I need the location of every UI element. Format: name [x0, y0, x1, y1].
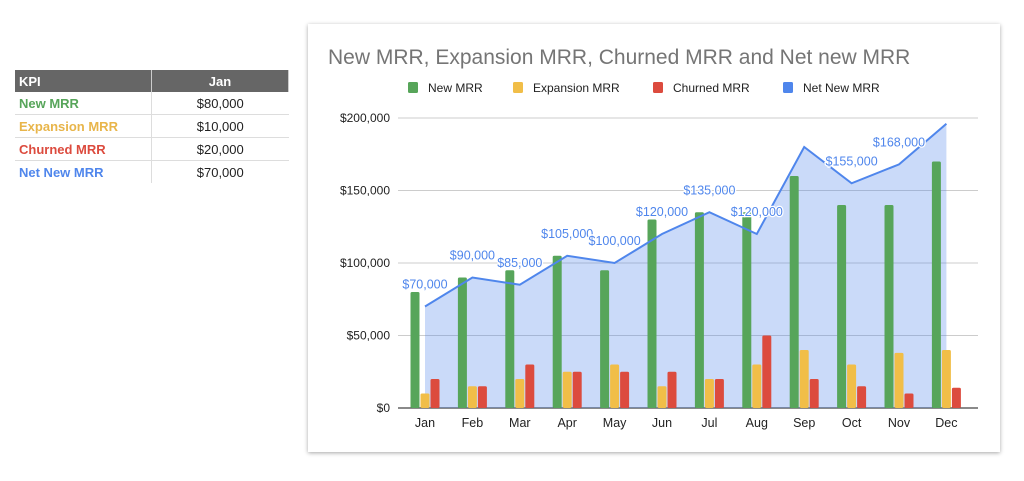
table-row: New MRR $80,000	[15, 92, 289, 115]
bar-churned-mrr	[620, 371, 630, 408]
bar-expansion-mrr	[657, 386, 667, 408]
bar-expansion-mrr	[704, 379, 714, 408]
bar-churned-mrr	[477, 386, 487, 408]
bar-expansion-mrr	[847, 364, 857, 408]
kpi-value: $20,000	[151, 137, 289, 161]
kpi-value: $70,000	[151, 160, 289, 183]
data-label: $168,000	[873, 135, 925, 149]
legend-label: New MRR	[428, 81, 483, 95]
kpi-label: Churned MRR	[15, 137, 152, 161]
legend-label: Net New MRR	[803, 81, 880, 95]
x-tick-label: Jul	[701, 416, 717, 430]
kpi-table: KPI Jan New MRR $80,000 Expansion MRR $10,0…	[15, 70, 289, 183]
bar-expansion-mrr	[941, 350, 951, 408]
data-label: $135,000	[683, 183, 735, 197]
kpi-value: $80,000	[151, 92, 289, 115]
bar-churned-mrr	[714, 379, 724, 408]
x-tick-label: Feb	[462, 416, 484, 430]
bar-new-mrr	[505, 270, 515, 408]
bar-new-mrr	[931, 161, 941, 408]
table-row: Churned MRR $20,000	[15, 137, 289, 161]
x-tick-label: Aug	[746, 416, 768, 430]
legend-label: Expansion MRR	[533, 81, 620, 95]
x-tick-label: Sep	[793, 416, 815, 430]
bar-churned-mrr	[572, 371, 582, 408]
kpi-header: KPI	[15, 70, 152, 92]
y-tick-label: $100,000	[340, 256, 390, 270]
bar-churned-mrr	[430, 379, 440, 408]
data-label: $100,000	[589, 234, 641, 248]
legend-label: Churned MRR	[673, 81, 750, 95]
data-label: $120,000	[636, 205, 688, 219]
bar-new-mrr	[742, 212, 752, 408]
bar-new-mrr	[789, 176, 799, 408]
bar-churned-mrr	[951, 387, 961, 408]
x-tick-label: Nov	[888, 416, 911, 430]
bar-new-mrr	[552, 255, 562, 408]
y-tick-label: $50,000	[347, 329, 391, 343]
x-tick-label: Dec	[935, 416, 957, 430]
data-label: $105,000	[541, 227, 593, 241]
bar-new-mrr	[457, 277, 467, 408]
bar-new-mrr	[694, 212, 704, 408]
bar-churned-mrr	[904, 393, 914, 408]
bar-expansion-mrr	[515, 379, 525, 408]
bar-churned-mrr	[525, 364, 535, 408]
data-label: $155,000	[826, 154, 878, 168]
jan-header: Jan	[151, 70, 289, 92]
bar-churned-mrr	[809, 379, 819, 408]
bar-expansion-mrr	[420, 393, 430, 408]
bar-expansion-mrr	[799, 350, 809, 408]
bar-new-mrr	[410, 292, 420, 408]
legend-swatch	[783, 82, 793, 93]
x-tick-label: Jun	[652, 416, 672, 430]
bar-expansion-mrr	[610, 364, 620, 408]
chart: New MRR, Expansion MRR, Churned MRR and …	[328, 46, 978, 430]
bar-expansion-mrr	[467, 386, 477, 408]
bar-new-mrr	[884, 205, 894, 408]
data-label: $90,000	[450, 249, 495, 263]
kpi-label: New MRR	[15, 92, 152, 115]
x-tick-label: Mar	[509, 416, 531, 430]
legend-swatch	[513, 82, 523, 93]
bar-new-mrr	[600, 270, 610, 408]
y-tick-label: $200,000	[340, 111, 390, 125]
data-label: $85,000	[497, 256, 542, 270]
table-row: Expansion MRR $10,000	[15, 114, 289, 138]
y-tick-label: $0	[377, 401, 391, 415]
x-tick-label: Apr	[557, 416, 576, 430]
x-tick-label: Jan	[415, 416, 435, 430]
table-row: Net New MRR $70,000	[15, 160, 289, 183]
x-tick-label: May	[603, 416, 627, 430]
bar-churned-mrr	[667, 371, 677, 408]
chart-card: New MRR, Expansion MRR, Churned MRR and …	[308, 24, 1000, 452]
kpi-label: Expansion MRR	[15, 114, 152, 138]
kpi-label: Net New MRR	[19, 164, 104, 180]
bar-expansion-mrr	[752, 364, 762, 408]
bar-expansion-mrr	[562, 371, 572, 408]
bar-new-mrr	[647, 219, 657, 408]
chart-title: New MRR, Expansion MRR, Churned MRR and …	[328, 46, 910, 69]
bar-expansion-mrr	[894, 352, 904, 408]
data-label: $120,000	[731, 205, 783, 219]
data-label: $70,000	[402, 278, 447, 292]
legend-swatch	[408, 82, 418, 93]
bar-new-mrr	[837, 205, 847, 408]
y-tick-label: $150,000	[340, 184, 390, 198]
legend-swatch	[653, 82, 663, 93]
net-new-mrr-line	[424, 123, 948, 308]
x-tick-label: Oct	[842, 416, 862, 430]
bar-churned-mrr	[857, 386, 867, 408]
kpi-value: $10,000	[151, 114, 289, 138]
bar-churned-mrr	[762, 335, 772, 408]
